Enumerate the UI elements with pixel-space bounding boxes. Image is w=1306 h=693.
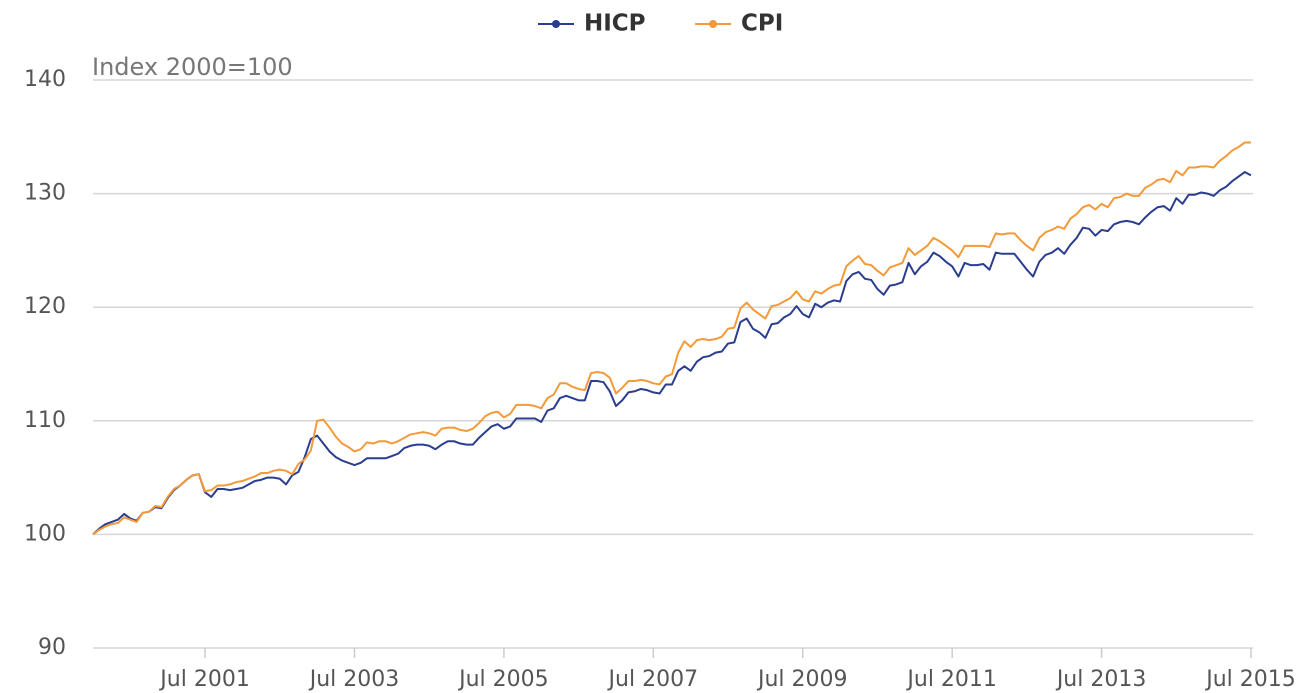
- y-tick-label: 90: [38, 635, 66, 660]
- y-tick-label: 140: [24, 67, 66, 92]
- y-tick-label: 110: [24, 408, 66, 433]
- legend-label: CPI: [741, 11, 783, 37]
- y-tick-label: 100: [24, 521, 66, 546]
- x-tick-label: Jul 2005: [457, 667, 549, 692]
- x-tick-label: Jul 2011: [905, 667, 997, 692]
- legend-marker: [552, 20, 560, 28]
- y-tick-label: 120: [24, 294, 66, 319]
- x-tick-label: Jul 2007: [607, 667, 699, 692]
- x-tick-label: Jul 2013: [1055, 667, 1147, 692]
- series-line: [92, 141, 1251, 536]
- series-line: [92, 171, 1252, 536]
- x-tick-label: Jul 2009: [756, 667, 848, 692]
- x-tick-label: Jul 2003: [308, 667, 400, 692]
- x-tick-label: Jul 2001: [158, 667, 250, 692]
- axis-label: Index 2000=100: [92, 53, 293, 81]
- y-tick-label: 130: [24, 181, 66, 206]
- x-tick-label: Jul 2015: [1204, 667, 1296, 692]
- legend-marker: [709, 20, 717, 28]
- legend-label: HICP: [584, 11, 646, 37]
